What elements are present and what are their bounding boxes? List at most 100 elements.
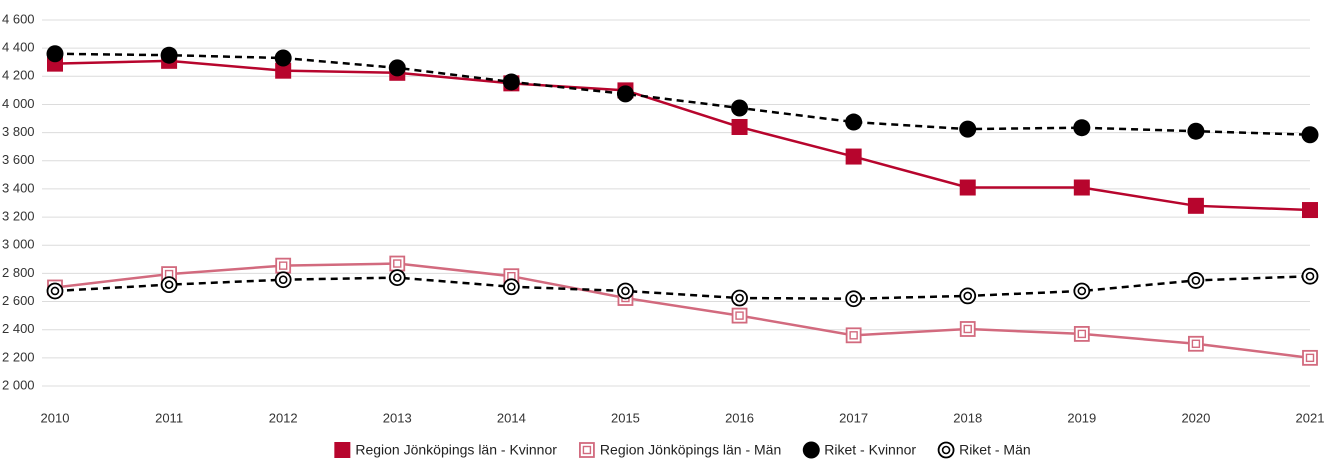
- legend-item: Riket - Män: [937, 441, 1031, 459]
- marker-circle: [845, 290, 863, 308]
- marker-circle: [731, 289, 748, 307]
- marker: [959, 321, 976, 337]
- marker-square: [731, 118, 748, 135]
- legend-label: Region Jönköpings län - Män: [600, 442, 781, 458]
- series-line: [54, 274, 1311, 300]
- marker: [274, 49, 292, 67]
- marker-circle: [959, 120, 977, 138]
- marker: [617, 282, 634, 300]
- marker: [274, 271, 292, 289]
- marker-circle-inner: [1077, 286, 1087, 296]
- marker-circle-inner: [735, 293, 744, 303]
- series-line: [54, 52, 1311, 136]
- marker: [845, 113, 863, 131]
- legend-item: Region Jönköpings län - Män: [579, 442, 781, 458]
- marker: [845, 290, 863, 308]
- marker-circle: [502, 73, 520, 91]
- marker: [731, 118, 748, 135]
- marker-square-inner: [735, 311, 744, 320]
- marker-circle-inner: [50, 286, 60, 296]
- marker: [389, 255, 406, 272]
- x-tick-label: 2020: [1181, 410, 1210, 425]
- x-tick-label: 2018: [953, 410, 982, 425]
- marker-circle: [1187, 272, 1205, 289]
- marker: [845, 148, 862, 165]
- marker-circle: [616, 85, 634, 103]
- legend-item: Region Jönköpings län - Kvinnor: [334, 442, 557, 458]
- legend-item: Riket - Kvinnor: [802, 441, 916, 459]
- x-tick-label: 2010: [41, 410, 70, 425]
- marker: [1073, 119, 1091, 137]
- x-tick-label: 2017: [839, 410, 868, 425]
- y-tick-label: 4 200: [2, 68, 35, 83]
- marker: [160, 276, 178, 294]
- marker-square: [731, 307, 748, 324]
- marker-circle-inner: [392, 273, 402, 282]
- y-tick-label: 3 000: [2, 237, 35, 252]
- y-tick-label: 4 000: [2, 96, 35, 111]
- marker-circle: [274, 271, 292, 289]
- marker-square-inner: [963, 324, 972, 334]
- marker-circle: [731, 99, 749, 117]
- marker-circle: [937, 441, 955, 459]
- marker-circle-inner: [507, 282, 516, 292]
- marker: [1302, 202, 1318, 219]
- marker-square: [275, 62, 292, 79]
- marker-square-inner: [1191, 339, 1201, 348]
- marker-square-inner: [393, 259, 402, 268]
- marker: [731, 307, 748, 324]
- y-tick-label: 3 600: [2, 152, 35, 167]
- marker-circle: [1301, 126, 1319, 144]
- marker: [334, 442, 351, 458]
- y-tick-label: 3 400: [2, 180, 35, 195]
- marker-square: [959, 321, 976, 337]
- marker-circle-inner: [1191, 276, 1201, 285]
- marker: [1187, 122, 1205, 140]
- y-tick-label: 2 600: [2, 293, 35, 308]
- y-tick-label: 2 400: [2, 321, 35, 336]
- marker-square: [959, 179, 976, 196]
- marker-circle-inner: [849, 294, 858, 304]
- marker-circle: [160, 46, 178, 64]
- marker-circle: [1301, 267, 1319, 285]
- marker-square-inner: [849, 331, 858, 340]
- marker-square: [1073, 326, 1090, 342]
- legend-label: Riket - Män: [959, 442, 1031, 458]
- x-tick-label: 2015: [611, 410, 640, 425]
- marker-circle: [1073, 119, 1091, 137]
- y-tick-label: 4 400: [2, 40, 35, 55]
- marker: [1073, 326, 1090, 342]
- marker: [802, 441, 820, 459]
- x-tick-label: 2013: [383, 410, 412, 425]
- legend-label: Riket - Kvinnor: [824, 442, 916, 458]
- marker-circle: [502, 278, 520, 296]
- marker-circle: [388, 269, 406, 287]
- marker-square: [1302, 349, 1318, 366]
- marker-square: [845, 148, 862, 165]
- marker-circle: [46, 282, 64, 300]
- marker-circle-inner: [1305, 271, 1315, 281]
- series-line: [54, 262, 1311, 360]
- marker: [275, 62, 292, 79]
- marker: [1301, 126, 1319, 144]
- x-tick-label: 2016: [725, 410, 754, 425]
- marker-square-inner: [1305, 353, 1315, 363]
- marker: [845, 327, 862, 344]
- marker-circle: [46, 45, 64, 63]
- marker: [388, 59, 406, 77]
- x-tick-label: 2014: [497, 410, 526, 425]
- marker: [1302, 349, 1318, 366]
- marker: [160, 46, 178, 64]
- y-tick-label: 2 000: [2, 377, 35, 392]
- marker-square: [579, 442, 595, 458]
- legend-label: Region Jönköpings län - Kvinnor: [355, 442, 557, 458]
- marker: [1073, 282, 1091, 300]
- marker-square: [1187, 197, 1204, 214]
- marker-circle: [1073, 282, 1091, 300]
- marker: [937, 441, 955, 459]
- x-tick-label: 2012: [269, 410, 298, 425]
- marker-circle-inner: [941, 445, 951, 455]
- series-line: [54, 59, 1311, 212]
- marker-square: [1073, 179, 1090, 196]
